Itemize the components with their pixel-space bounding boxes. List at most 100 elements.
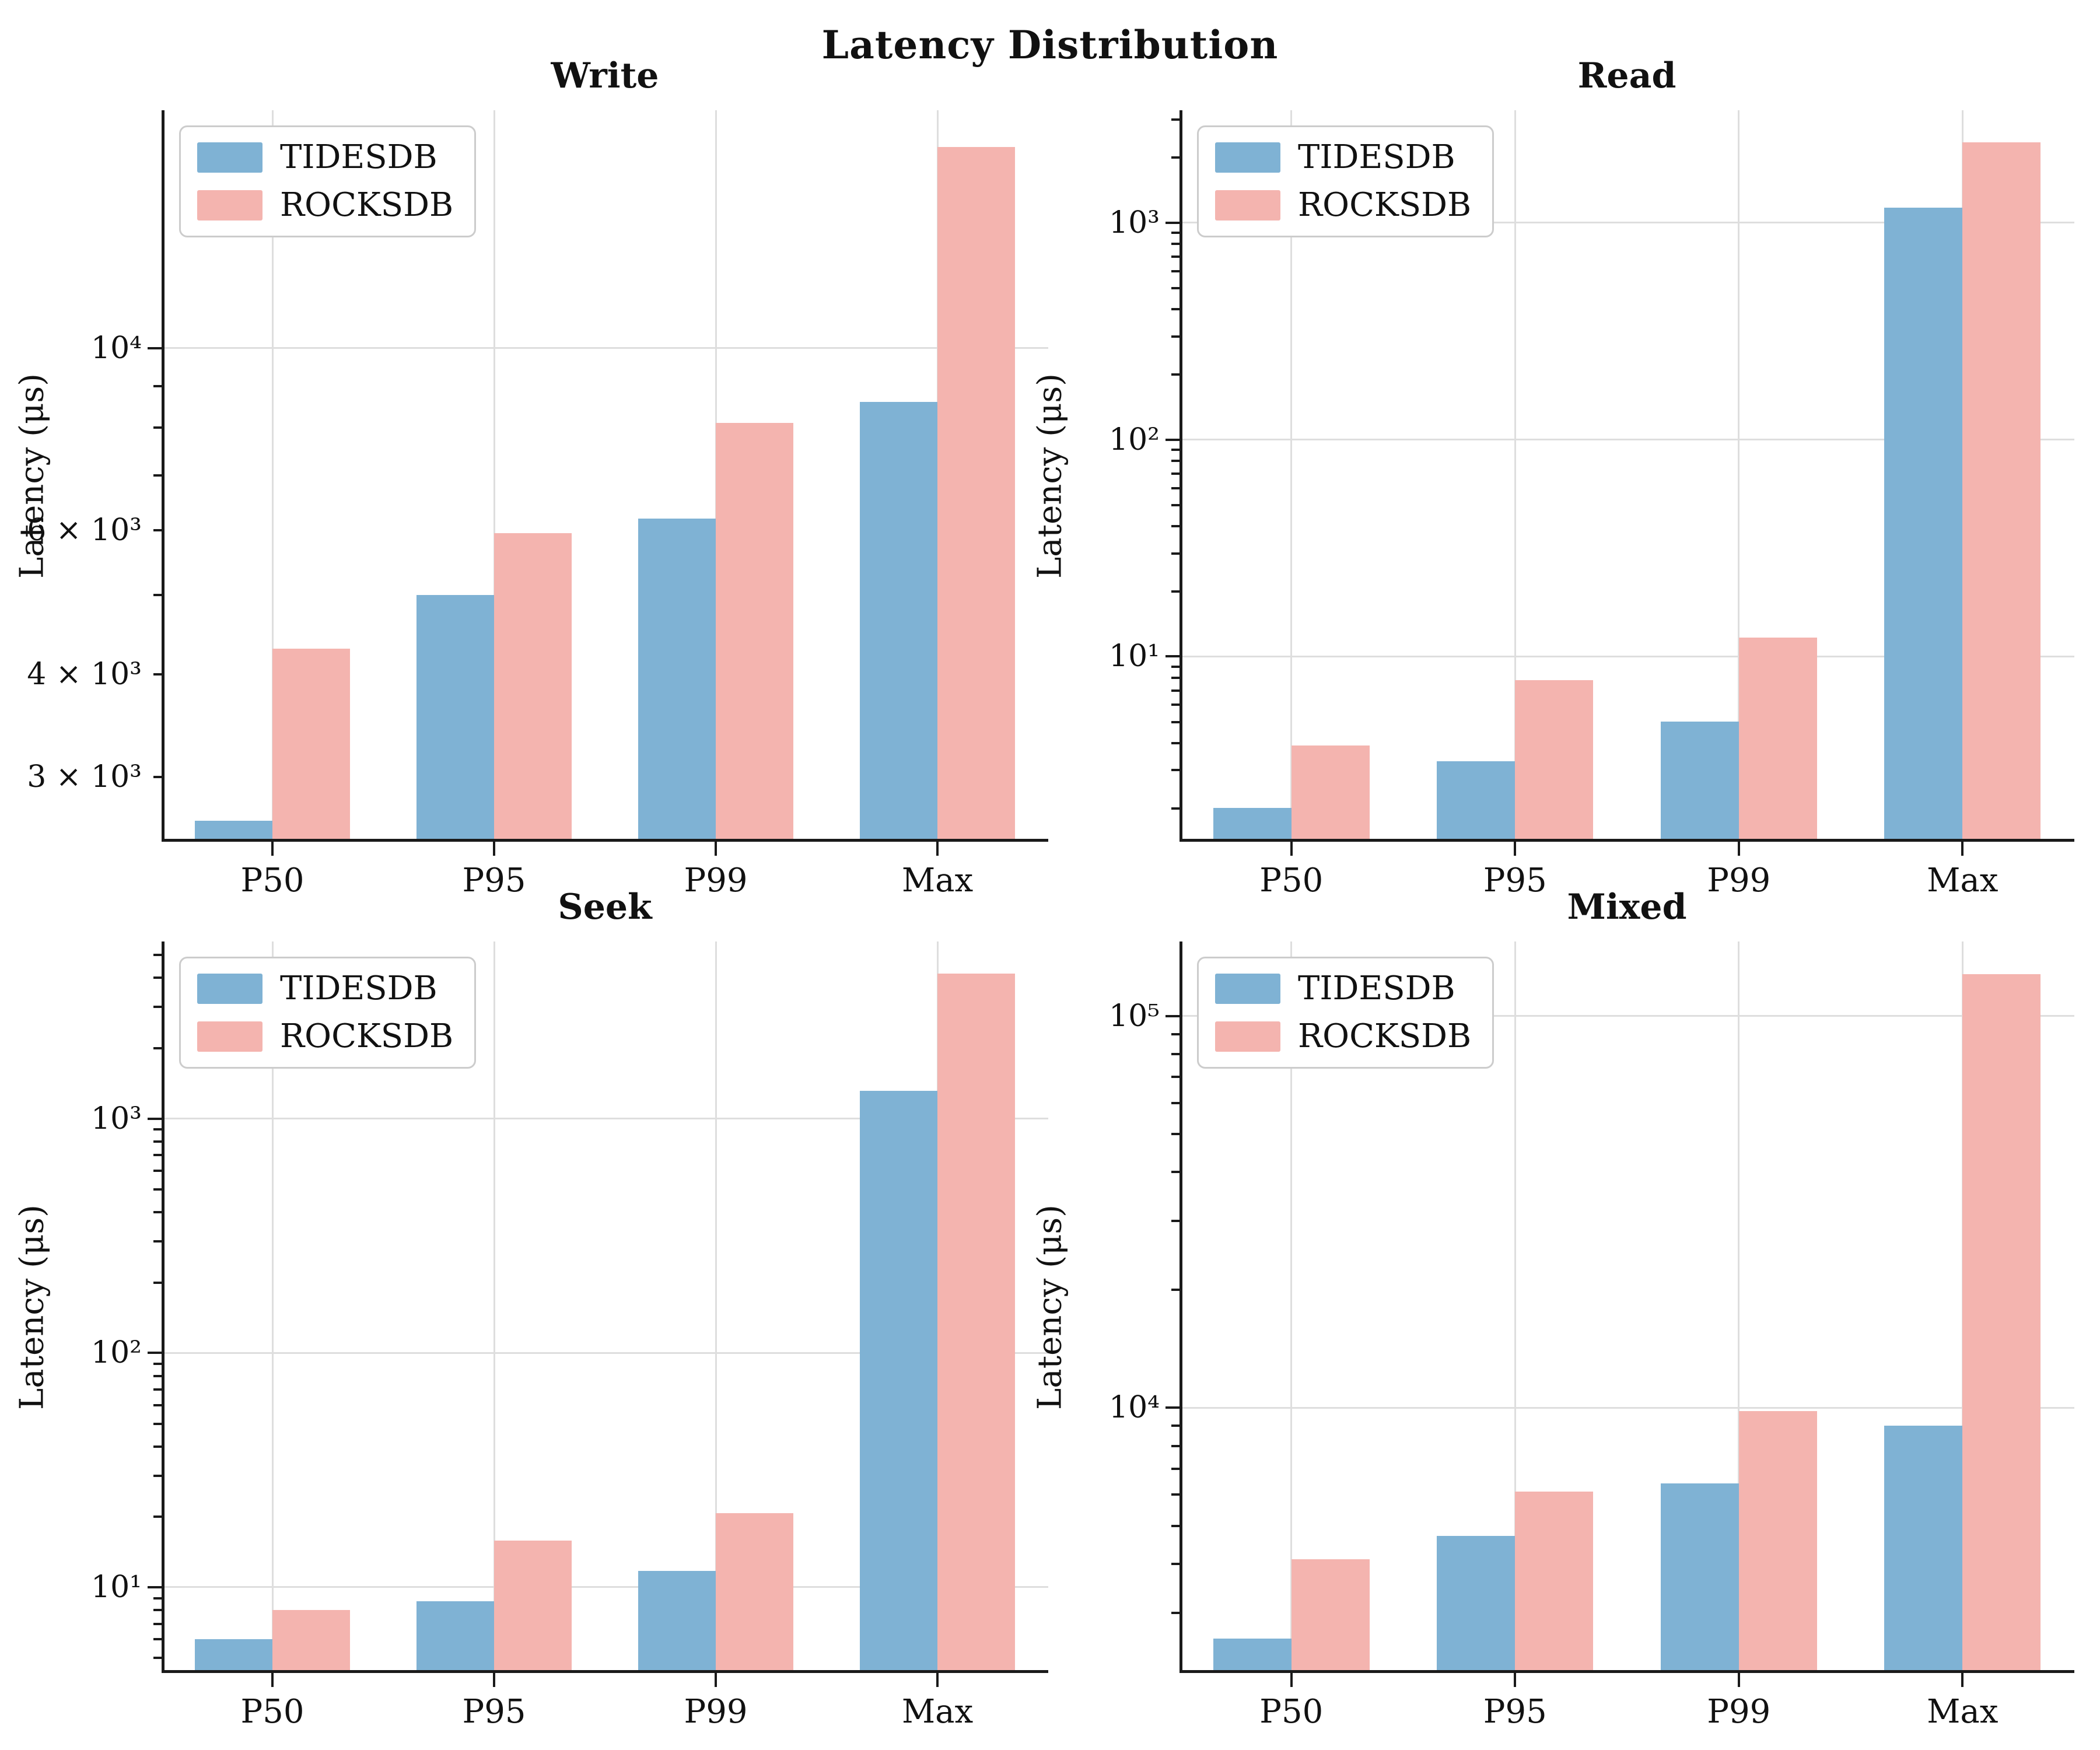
rocksdb-swatch-icon (197, 1021, 262, 1052)
y-tick (1166, 1014, 1180, 1017)
y-minor-tick (153, 1210, 162, 1213)
y-tick-label: 10⁴ (90, 330, 142, 366)
y-tick-label: 10³ (90, 1101, 142, 1136)
subplot-title: Read (1577, 55, 1676, 96)
x-axis-spine (1180, 839, 2074, 842)
x-tick (271, 842, 274, 856)
y-minor-tick (153, 1638, 162, 1641)
y-axis-label: Latency (μs) (13, 1205, 51, 1410)
x-tick (1290, 1673, 1293, 1687)
x-tick-label: Max (1927, 1693, 1999, 1731)
y-minor-tick (153, 1422, 162, 1425)
y-minor-tick (153, 954, 162, 957)
y-tick (1166, 655, 1180, 658)
y-tick (148, 1117, 162, 1120)
x-gridline (1290, 110, 1293, 842)
y-minor-tick (153, 1609, 162, 1612)
bar-rocksdb (1291, 745, 1370, 842)
y-minor-tick (1171, 1493, 1180, 1496)
y-minor-tick (1171, 1611, 1180, 1614)
bar-tidesdb (1884, 1425, 1963, 1673)
tidesdb-swatch-icon (1215, 142, 1280, 173)
y-gridline (162, 1586, 1048, 1588)
y-minor-tick (1171, 590, 1180, 593)
bar-rocksdb (1738, 638, 1817, 842)
x-tick (1961, 1673, 1964, 1687)
bar-tidesdb (1437, 761, 1516, 842)
y-gridline (1180, 222, 2074, 224)
bar-tidesdb (860, 401, 937, 842)
y-minor-tick (153, 1597, 162, 1600)
y-minor-tick (153, 1006, 162, 1009)
y-gridline (1180, 1406, 2074, 1409)
y-minor-tick (153, 1128, 162, 1131)
x-tick-label: P99 (684, 1693, 748, 1731)
x-tick (271, 1673, 274, 1687)
y-gridline (1180, 439, 2074, 441)
x-tick-label: P99 (1707, 862, 1771, 900)
legend: TIDESDB ROCKSDB (1197, 957, 1494, 1069)
legend: TIDESDB ROCKSDB (179, 125, 477, 237)
bar-tidesdb (1884, 208, 1963, 842)
bar-rocksdb (272, 1609, 350, 1673)
y-minor-tick (153, 1404, 162, 1406)
rocksdb-swatch-icon (197, 190, 262, 220)
bar-tidesdb (195, 1639, 272, 1673)
y-minor-tick (153, 1154, 162, 1157)
legend: TIDESDB ROCKSDB (179, 957, 477, 1069)
bar-tidesdb (416, 594, 494, 842)
y-tick-label: 10³ (1108, 205, 1160, 240)
legend-entry-tidesdb: TIDESDB (197, 972, 453, 1005)
x-tick (1961, 842, 1964, 856)
y-minor-tick (153, 1516, 162, 1518)
y-minor-tick (1171, 1102, 1180, 1105)
y-minor-tick (1171, 552, 1180, 555)
bar-tidesdb (638, 518, 716, 842)
x-tick (936, 842, 939, 856)
y-minor-tick (1171, 487, 1180, 489)
subplot-title: Mixed (1567, 887, 1687, 928)
y-minor-tick (153, 977, 162, 979)
y-minor-tick (153, 426, 162, 429)
legend-label-tidesdb: TIDESDB (280, 970, 438, 1007)
y-tick-label: 4 × 10³ (27, 657, 142, 692)
x-gridline (493, 110, 495, 842)
x-tick (493, 842, 495, 856)
subplot-title: Seek (558, 887, 652, 928)
x-tick-label: P95 (1483, 862, 1547, 900)
y-minor-tick (153, 1240, 162, 1243)
y-minor-tick (153, 474, 162, 477)
y-minor-tick (153, 1281, 162, 1284)
y-tick (148, 1352, 162, 1354)
bar-tidesdb (1660, 722, 1739, 842)
legend-label-rocksdb: ROCKSDB (280, 1017, 454, 1055)
bar-rocksdb (1962, 142, 2041, 842)
x-tick-label: P50 (1259, 1693, 1324, 1731)
y-minor-tick (1171, 1171, 1180, 1174)
y-minor-tick (1171, 1524, 1180, 1527)
bar-rocksdb (1291, 1559, 1370, 1673)
y-minor-tick (1171, 1444, 1180, 1447)
y-minor-tick (1171, 1289, 1180, 1292)
x-tick-label: Max (901, 1693, 974, 1731)
y-minor-tick (1171, 472, 1180, 475)
y-axis-spine (1180, 110, 1182, 842)
y-minor-tick (1171, 1467, 1180, 1470)
rocksdb-swatch-icon (1215, 190, 1280, 220)
x-gridline (1738, 110, 1740, 842)
y-tick-label: 3 × 10³ (27, 759, 142, 794)
y-minor-tick (1171, 1076, 1180, 1079)
y-minor-tick (153, 1657, 162, 1660)
x-axis-spine (162, 839, 1048, 842)
plot-area: TIDESDB ROCKSDB P50 P95 P99 Max 10¹ 10² 10³ (91, 942, 1048, 1731)
x-tick (1737, 842, 1740, 856)
y-minor-tick (153, 1363, 162, 1366)
x-tick (1290, 842, 1293, 856)
x-gridline (1514, 110, 1516, 842)
y-tick-label: 10¹ (90, 1569, 142, 1605)
bar-rocksdb (1515, 680, 1594, 842)
y-tick (1166, 221, 1180, 224)
legend-label-tidesdb: TIDESDB (280, 138, 438, 176)
y-minor-tick (153, 1140, 162, 1143)
y-minor-tick (153, 1445, 162, 1448)
